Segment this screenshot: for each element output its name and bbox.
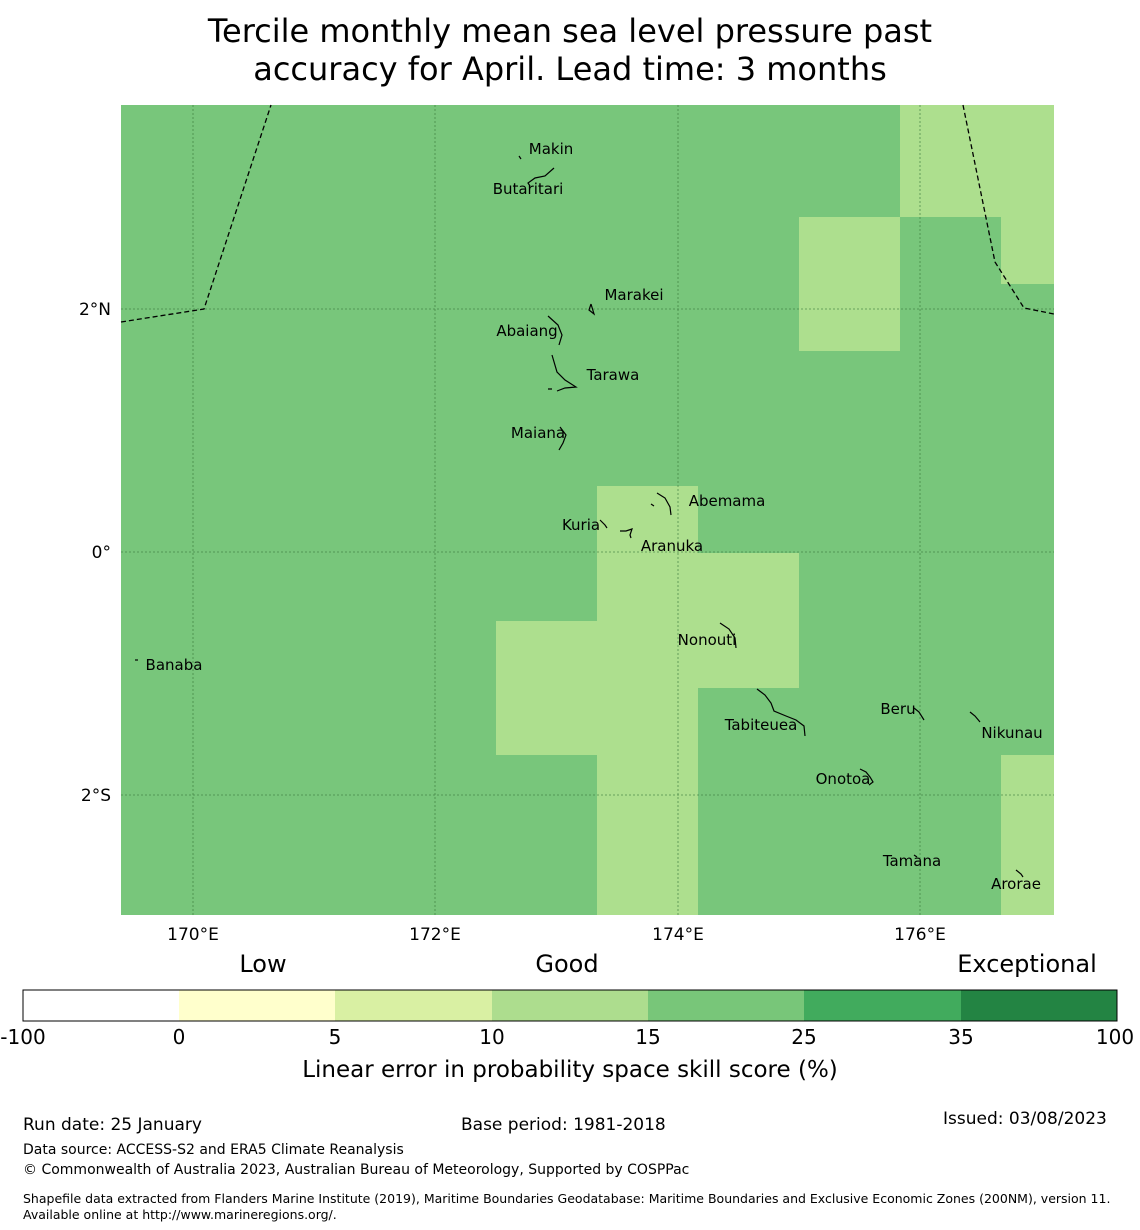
colorbar: Low Good Exceptional -100 0 5 10 15 25 3… — [0, 950, 1134, 1083]
colorbar-ticks: -100 0 5 10 15 25 35 100 — [0, 1025, 1134, 1049]
island-label: Maiana — [511, 424, 565, 442]
island-outlines — [135, 155, 1024, 878]
island-label: Makin — [529, 140, 574, 158]
lon-label: 170°E — [167, 925, 219, 945]
island-label: Banaba — [146, 656, 203, 674]
colorbar-outline — [22, 989, 1118, 1022]
lat-label: 2°N — [79, 300, 111, 320]
colorbar-swatch — [23, 990, 179, 1021]
island-label: Butaritari — [493, 180, 564, 198]
light-cell — [1001, 217, 1054, 284]
colorbar-tick: 0 — [173, 1025, 186, 1049]
colorbar-tick: 5 — [329, 1025, 342, 1049]
legend-category-low: Low — [239, 950, 286, 978]
island-outline-tarawa — [548, 354, 578, 392]
data-source: Data source: ACCESS-S2 and ERA5 Climate … — [23, 1142, 404, 1158]
island-label: Aranuka — [641, 537, 703, 555]
lon-label: 176°E — [894, 925, 946, 945]
island-outline-maiana — [558, 426, 567, 451]
island-outline-onotoa — [859, 768, 874, 786]
latitude-labels: 2°N 0° 2°S — [79, 300, 111, 806]
island-label: Arorae — [991, 875, 1041, 893]
island-outline-tamana — [913, 854, 918, 858]
island-outline-kuria — [599, 519, 608, 529]
lat-label: 0° — [92, 543, 111, 563]
island-label: Nikunau — [981, 724, 1042, 742]
lat-label: 2°S — [81, 786, 111, 806]
colorbar-swatch — [179, 990, 335, 1021]
colorbar-tick: 35 — [948, 1025, 973, 1049]
island-outline-abaiang — [547, 315, 563, 346]
legend-category-good: Good — [535, 950, 598, 978]
colorbar-swatch — [804, 990, 961, 1021]
island-label: Abemama — [689, 492, 766, 510]
island-label: Nonouti — [678, 631, 737, 649]
island-outline-tabiteuea — [756, 688, 806, 737]
island-label: Onotoa — [816, 770, 871, 788]
island-outline-abemama — [650, 492, 672, 516]
lon-label: 172°E — [409, 925, 461, 945]
colorbar-swatches — [23, 990, 1117, 1021]
colorbar-axis-label: Linear error in probability space skill … — [302, 1057, 838, 1083]
island-outline-butaritari — [527, 167, 555, 187]
colorbar-tick: -100 — [0, 1025, 45, 1049]
island-label: Tabiteuea — [724, 716, 798, 734]
copyright: © Commonwealth of Australia 2023, Austra… — [23, 1162, 690, 1178]
issued-date: Issued: 03/08/2023 — [943, 1109, 1107, 1129]
light-cell — [496, 621, 597, 755]
island-outline-arorae — [1015, 869, 1024, 878]
island-label: Abaiang — [496, 322, 557, 340]
title-line-2: accuracy for April. Lead time: 3 months — [253, 50, 887, 88]
light-cell — [597, 553, 799, 688]
eez-boundary-east — [962, 104, 1055, 315]
legend-category-exceptional: Exceptional — [957, 950, 1097, 978]
light-cell — [900, 105, 1054, 217]
island-outline-aranuka — [620, 528, 633, 539]
title-line-1: Tercile monthly mean sea level pressure … — [207, 12, 933, 50]
eez-boundary-west — [120, 104, 272, 323]
island-label: Beru — [880, 700, 915, 718]
longitude-labels: 170°E 172°E 174°E 176°E — [167, 925, 946, 945]
colorbar-tick: 100 — [1096, 1025, 1134, 1049]
colorbar-tick: 15 — [635, 1025, 660, 1049]
colorbar-swatch — [492, 990, 648, 1021]
colorbar-tick: 10 — [479, 1025, 504, 1049]
base-period: Base period: 1981-2018 — [461, 1115, 666, 1135]
map-figure: Makin Butaritari Marakei Abaiang Tarawa … — [0, 104, 1134, 1083]
island-outline-beru — [913, 707, 925, 721]
colorbar-tick: 25 — [791, 1025, 816, 1049]
lon-label: 174°E — [652, 925, 704, 945]
gridlines — [121, 105, 1054, 915]
run-date: Run date: 25 January — [23, 1115, 202, 1135]
colorbar-swatch — [335, 990, 492, 1021]
colorbar-swatch — [961, 990, 1117, 1021]
island-label: Tamana — [882, 852, 941, 870]
light-cell — [1001, 755, 1054, 915]
light-skill-cells — [496, 105, 1054, 915]
island-outline-nikunau — [969, 711, 981, 723]
island-outline-nonouti — [719, 622, 737, 649]
light-cell — [597, 486, 698, 553]
island-outline-marakei — [588, 303, 596, 316]
island-outline-makin — [518, 155, 522, 160]
colorbar-swatch — [648, 990, 804, 1021]
island-label: Kuria — [562, 516, 600, 534]
island-label: Tarawa — [586, 366, 640, 384]
chart-title: Tercile monthly mean sea level pressure … — [0, 12, 1140, 88]
eez-boundaries — [120, 104, 1055, 323]
light-cell — [799, 217, 900, 351]
map-base-fill — [121, 105, 1054, 915]
island-labels: Makin Butaritari Marakei Abaiang Tarawa … — [146, 140, 1043, 893]
shapefile-credit: Shapefile data extracted from Flanders M… — [23, 1191, 1111, 1222]
light-cell — [597, 688, 698, 915]
island-label: Marakei — [604, 286, 663, 304]
